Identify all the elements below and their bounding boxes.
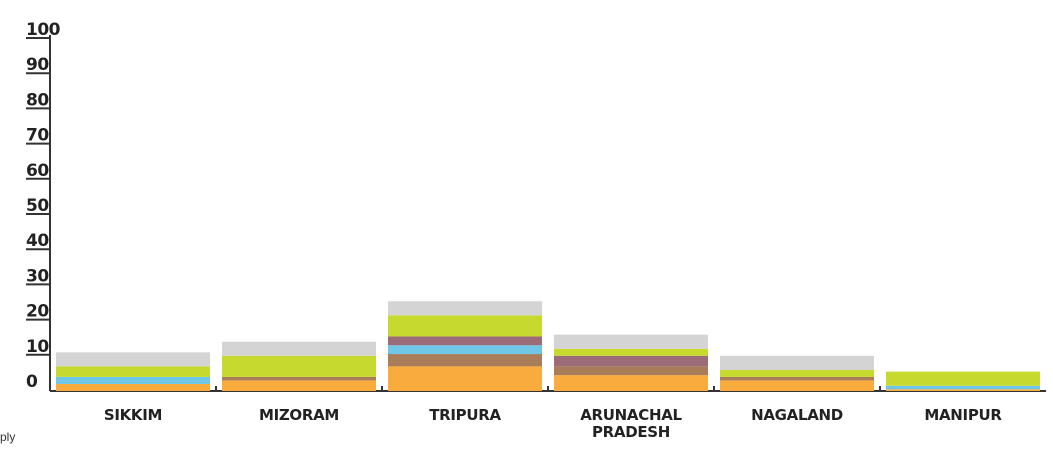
bar-segment	[388, 301, 542, 316]
y-tick-label: 0	[26, 372, 38, 392]
y-tick-label: 90	[26, 55, 49, 75]
y-tick-label: 10	[26, 337, 49, 357]
bar-segment	[886, 389, 1040, 391]
y-tick-label: 50	[26, 196, 49, 216]
bar-segment	[388, 315, 542, 337]
bar-segment	[720, 376, 874, 381]
bar-segment	[388, 345, 542, 355]
bar-segment	[720, 369, 874, 377]
bar-segment	[56, 366, 210, 377]
bar-segment	[222, 376, 376, 381]
footnote-text: ply	[0, 430, 16, 444]
y-tick-label: 60	[26, 161, 49, 181]
y-tick-label: 30	[26, 266, 49, 286]
bar-segment	[388, 366, 542, 391]
y-axis: 0 10 20 30 40 50 60 70 80 90 100	[26, 20, 61, 392]
bar-segment	[554, 348, 708, 356]
y-tick-label: 40	[26, 231, 49, 251]
x-category-label: SIKKIM	[104, 406, 162, 424]
bar-segment	[222, 380, 376, 391]
bar-segment	[222, 355, 376, 377]
bar-segment	[56, 352, 210, 367]
x-category-label: PRADESH	[592, 423, 670, 441]
bar-segment	[554, 375, 708, 391]
bar-segment	[56, 376, 210, 384]
bar-segment	[554, 366, 708, 376]
y-tick-label: 70	[26, 126, 49, 146]
y-tick-label: 100	[26, 20, 61, 40]
bar-segment	[388, 354, 542, 367]
bar-segment	[222, 341, 376, 356]
x-category-label: ARUNACHAL	[580, 406, 682, 424]
x-category-label: TRIPURA	[429, 406, 501, 424]
y-tick-label: 20	[26, 302, 49, 322]
bar-segment	[886, 371, 1040, 386]
bars	[56, 301, 1040, 391]
x-axis	[50, 386, 1046, 392]
y-tick-label: 80	[26, 90, 49, 110]
x-category-label: MIZORAM	[259, 406, 339, 424]
bar-segment	[720, 380, 874, 391]
x-category-label: MANIPUR	[924, 406, 1002, 424]
bar-segment	[886, 385, 1040, 390]
bar-segment	[388, 336, 542, 346]
bar-segment	[720, 355, 874, 370]
bar-segment	[554, 355, 708, 367]
x-category-label: NAGALAND	[751, 406, 843, 424]
bar-segment	[56, 383, 210, 391]
bar-segment	[554, 334, 708, 349]
